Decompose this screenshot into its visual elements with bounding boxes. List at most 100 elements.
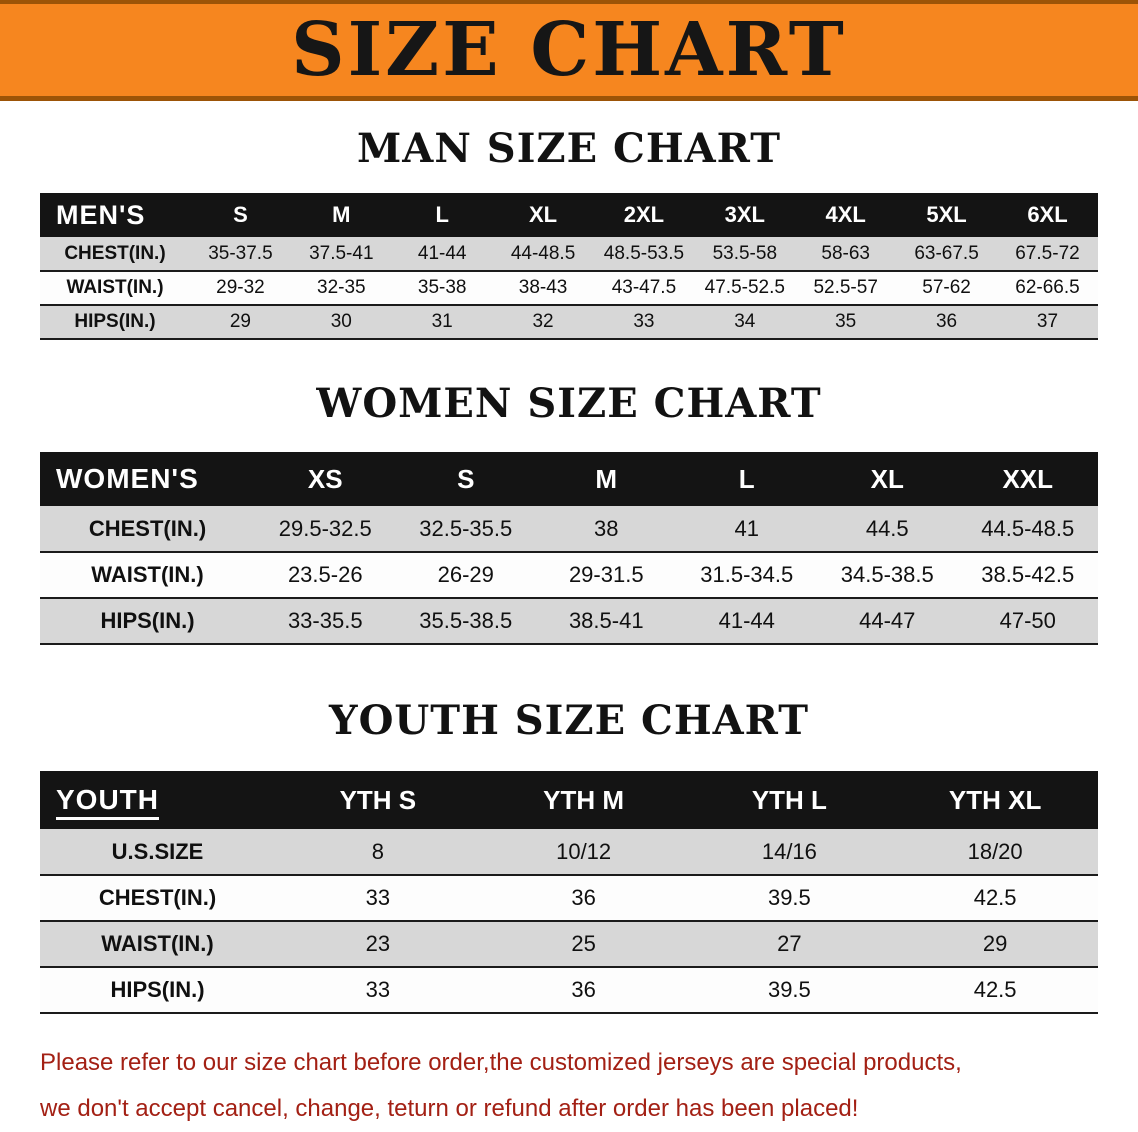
measurement-cell: 37.5-41 bbox=[309, 242, 374, 264]
measurement-cell: 41-44 bbox=[417, 242, 467, 264]
size-header-cell: M bbox=[290, 193, 392, 237]
measurement-cell: 35-37.5 bbox=[208, 242, 273, 264]
measurement-cell: 38.5-42.5 bbox=[981, 562, 1075, 587]
size-header-cell: 3XL bbox=[694, 193, 796, 237]
disclaimer-line: Please refer to our size chart before or… bbox=[40, 1049, 962, 1076]
size-header-cell: 5XL bbox=[896, 193, 997, 237]
table-row: WAIST(IN.) 29-32 32-35 35-38 38-43 43-47.5 47.… bbox=[40, 271, 1098, 305]
measurement-cell: 34 bbox=[734, 311, 756, 332]
measurement-cell: 35.5-38.5 bbox=[419, 608, 513, 633]
size-header-cell: M bbox=[536, 452, 677, 506]
measurement-cell: 23 bbox=[365, 931, 391, 956]
table-row: HIPS(IN.) 29 30 31 32 33 34 35 36 37 bbox=[40, 305, 1098, 339]
row-label-cell: WAIST(IN.) bbox=[66, 277, 164, 298]
table-row: WAIST(IN.) 23 25 27 29 bbox=[40, 921, 1098, 967]
table-row: CHEST(IN.) 29.5-32.5 32.5-35.5 38 41 44.5 44.5… bbox=[40, 506, 1098, 552]
measurement-cell: 34.5-38.5 bbox=[840, 562, 934, 587]
measurement-cell: 38-43 bbox=[518, 277, 568, 298]
measurement-cell: 29-32 bbox=[216, 277, 265, 298]
women-size-table: WOMEN'S XS S M L XL XXL CHEST(IN.) 29.5-32.5 32.5… bbox=[40, 452, 1098, 645]
measurement-cell: 23.5-26 bbox=[287, 562, 363, 587]
size-header-cell: L bbox=[676, 452, 817, 506]
measurement-cell: 67.5-72 bbox=[1015, 242, 1080, 264]
measurement-cell: 36 bbox=[935, 311, 958, 332]
size-header-cell: L bbox=[391, 193, 493, 237]
size-header-cell: YTH L bbox=[686, 771, 893, 829]
table-header-row: WOMEN'S XS S M L XL XXL bbox=[40, 452, 1098, 506]
row-label-cell: WAIST(IN.) bbox=[101, 931, 214, 956]
measurement-cell: 31.5-34.5 bbox=[700, 562, 794, 587]
measurement-cell: 44.5 bbox=[865, 515, 909, 541]
table-row: WAIST(IN.) 23.5-26 26-29 29-31.5 31.5-34.5 34… bbox=[40, 552, 1098, 598]
table-row: HIPS(IN.) 33 36 39.5 42.5 bbox=[40, 967, 1098, 1013]
measurement-cell: 25 bbox=[571, 931, 596, 956]
measurement-cell: 53.5-58 bbox=[712, 242, 778, 264]
measurement-cell: 41-44 bbox=[718, 608, 775, 633]
measurement-cell: 29.5-32.5 bbox=[278, 515, 372, 541]
measurement-cell: 62-66.5 bbox=[1015, 277, 1080, 298]
table-title-cell: WOMEN'S bbox=[40, 452, 255, 506]
size-header-cell: 6XL bbox=[997, 193, 1098, 237]
page-title: SIZE CHART bbox=[291, 7, 847, 93]
measurement-cell: 10/12 bbox=[556, 838, 612, 864]
measurement-cell: 33 bbox=[365, 977, 391, 1002]
row-label-cell: CHEST(IN.) bbox=[88, 515, 207, 541]
measurement-cell: 36 bbox=[571, 977, 596, 1002]
measurement-cell: 38 bbox=[594, 515, 619, 541]
size-header-cell: 2XL bbox=[593, 193, 695, 237]
row-label-cell: U.S.SIZE bbox=[111, 838, 204, 864]
man-section-heading: MAN SIZE CHART bbox=[357, 125, 781, 172]
measurement-cell: 14/16 bbox=[761, 838, 817, 864]
measurement-cell: 48.5-53.5 bbox=[603, 242, 685, 264]
table-title-cell: MEN'S bbox=[40, 193, 190, 237]
measurement-cell: 29 bbox=[982, 931, 1008, 956]
size-header-cell: 4XL bbox=[795, 193, 897, 237]
measurement-cell: 33 bbox=[365, 885, 391, 910]
measurement-cell: 29 bbox=[229, 311, 251, 332]
size-header-cell: YTH XL bbox=[892, 771, 1098, 829]
size-header-cell: S bbox=[395, 452, 536, 506]
women-section-heading: WOMEN SIZE CHART bbox=[316, 380, 822, 427]
size-header-cell: XS bbox=[255, 452, 396, 506]
table-row: U.S.SIZE 8 10/12 14/16 18/20 bbox=[40, 829, 1098, 875]
measurement-cell: 39.5 bbox=[767, 977, 811, 1002]
youth-size-section: YOUTH SIZE CHART YOUTH YTH S YTH M YTH L YTH… bbox=[0, 697, 1138, 1014]
measurement-cell: 42.5 bbox=[973, 885, 1017, 910]
size-header-cell: XL bbox=[817, 452, 958, 506]
measurement-cell: 36 bbox=[571, 885, 596, 910]
measurement-cell: 47.5-52.5 bbox=[704, 277, 785, 298]
measurement-cell: 33-35.5 bbox=[287, 608, 363, 633]
measurement-cell: 42.5 bbox=[973, 977, 1017, 1002]
size-header-cell: XL bbox=[492, 193, 594, 237]
youth-size-table: YOUTH YTH S YTH M YTH L YTH XL U.S.SIZE 8 10/12… bbox=[40, 771, 1098, 1014]
size-header-cell: XXL bbox=[957, 452, 1098, 506]
row-label-cell: CHEST(IN.) bbox=[98, 885, 217, 910]
table-title-cell: YOUTH bbox=[40, 771, 275, 829]
man-size-section: MAN SIZE CHART MEN'S S M L XL 2XL 3XL 4XL 5XL 6XL… bbox=[0, 125, 1138, 340]
measurement-cell: 27 bbox=[777, 931, 802, 956]
women-size-section: WOMEN SIZE CHART WOMEN'S XS S M L XL XXL CHEST(… bbox=[0, 380, 1138, 645]
measurement-cell: 44-47 bbox=[859, 608, 916, 633]
youth-section-heading: YOUTH SIZE CHART bbox=[329, 697, 809, 744]
measurement-cell: 43-47.5 bbox=[611, 277, 677, 298]
measurement-cell: 32-35 bbox=[317, 277, 366, 298]
table-header-row: MEN'S S M L XL 2XL 3XL 4XL 5XL 6XL bbox=[40, 193, 1098, 237]
measurement-cell: 35-38 bbox=[417, 277, 467, 298]
measurement-cell: 52.5-57 bbox=[813, 277, 878, 298]
measurement-cell: 30 bbox=[330, 311, 352, 332]
measurement-cell: 47-50 bbox=[999, 608, 1056, 633]
measurement-cell: 41 bbox=[734, 515, 759, 541]
disclaimer: Please refer to our size chart before or… bbox=[40, 1040, 1098, 1132]
measurement-cell: 63-67.5 bbox=[914, 242, 979, 264]
size-header-cell: YTH M bbox=[480, 771, 687, 829]
measurement-cell: 35 bbox=[835, 311, 857, 332]
man-size-table: MEN'S S M L XL 2XL 3XL 4XL 5XL 6XL CHEST(IN.) 35-37… bbox=[40, 193, 1098, 340]
measurement-cell: 58-63 bbox=[821, 242, 870, 264]
size-header-cell: YTH S bbox=[275, 771, 481, 829]
measurement-cell: 18/20 bbox=[967, 838, 1023, 864]
table-row: HIPS(IN.) 33-35.5 35.5-38.5 38.5-41 41-44 44-… bbox=[40, 598, 1098, 644]
table-row: CHEST(IN.) 33 36 39.5 42.5 bbox=[40, 875, 1098, 921]
row-label-cell: HIPS(IN.) bbox=[100, 608, 195, 633]
banner: SIZE CHART bbox=[0, 0, 1138, 101]
